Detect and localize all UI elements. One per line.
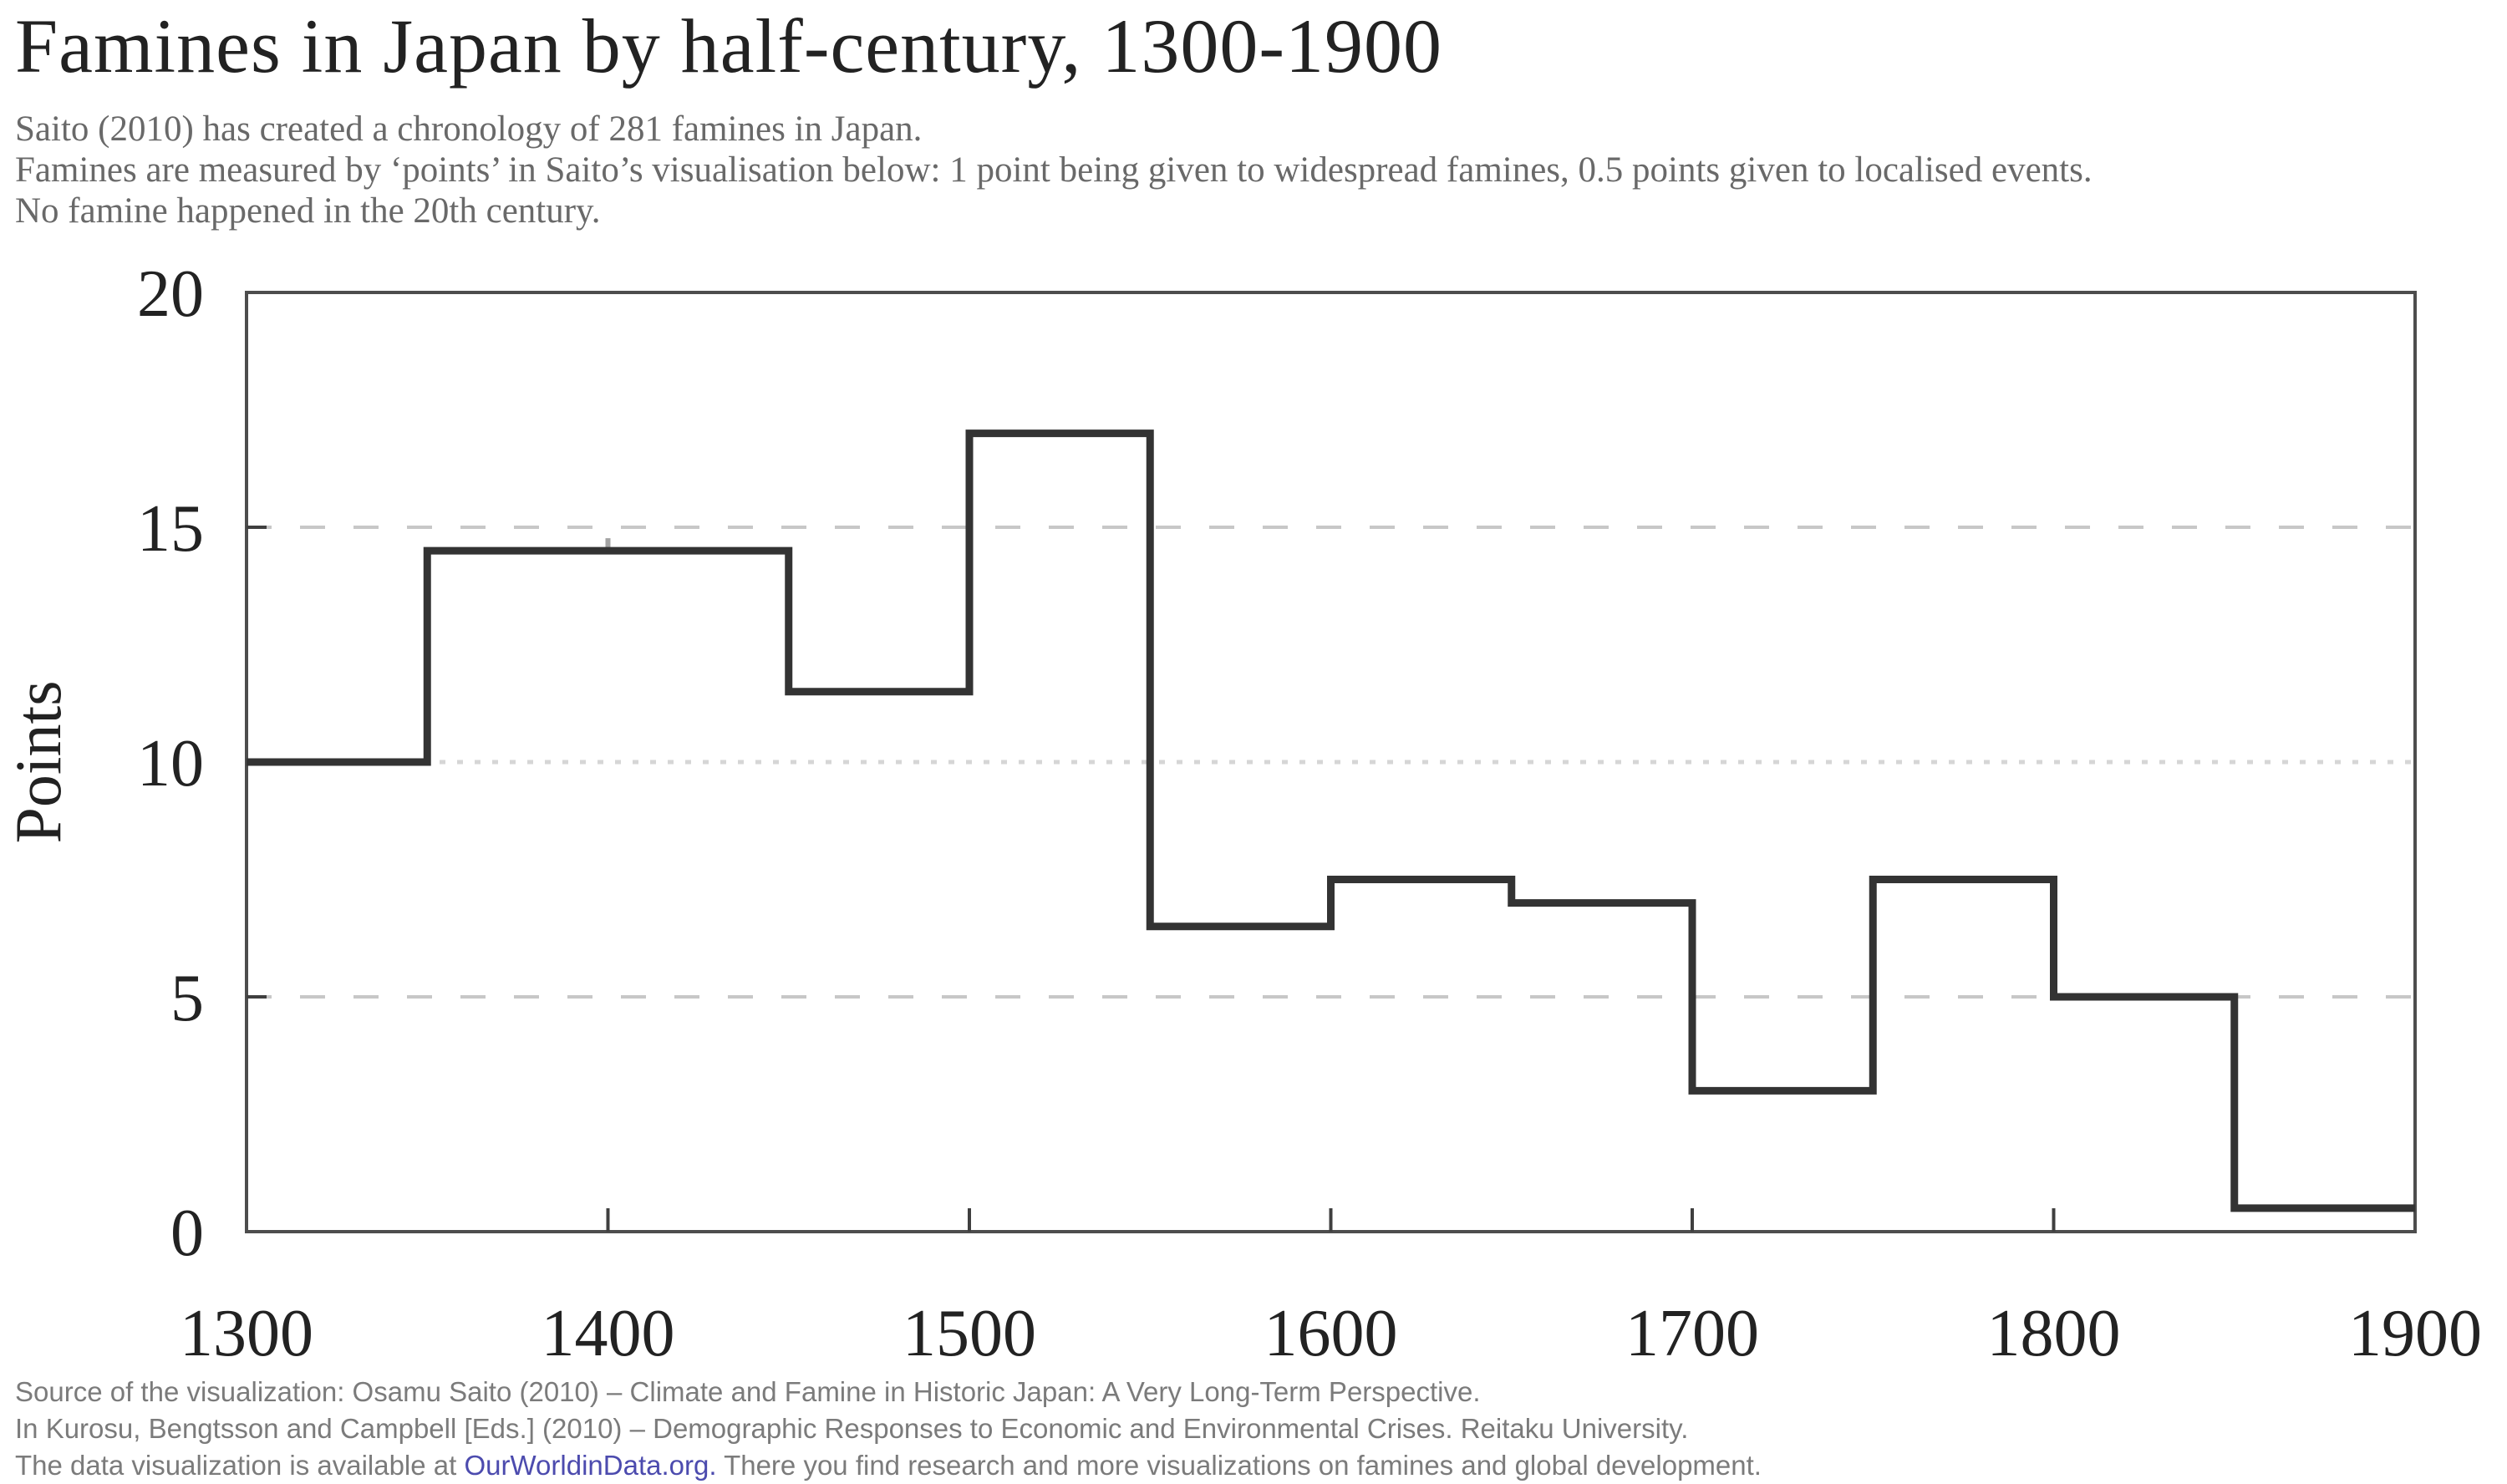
y-tick-label-0: 0 [170,1197,204,1270]
x-tick-label-1600: 1600 [1264,1297,1398,1370]
footer-line3-suffix: There you find research and more visuali… [716,1450,1762,1481]
footer-source-line-1: Source of the visualization: Osamu Saito… [15,1376,1481,1407]
y-tick-label-20: 20 [137,257,204,331]
footer: Source of the visualization: Osamu Saito… [15,1374,1762,1484]
x-tick-label-1700: 1700 [1625,1297,1759,1370]
x-tick-label-1500: 1500 [903,1297,1036,1370]
footer-line3-prefix: The data visualization is available at [15,1450,465,1481]
y-tick-label-10: 10 [137,727,204,800]
subtitle-line-3: No famine happened in the 20th century. [15,191,601,231]
x-tick-label-1300: 1300 [180,1297,313,1370]
step-line [247,429,2415,1212]
y-tick-label-15: 15 [137,492,204,566]
footer-source-line-2: In Kurosu, Bengtsson and Campbell [Eds.]… [15,1413,1689,1444]
subtitle-line-2: Famines are measured by ‘points’ in Sait… [15,150,2093,190]
bin-boundary-tick-1400 [605,538,611,551]
subtitle-line-1: Saito (2010) has created a chronology of… [15,109,923,149]
page-title: Famines in Japan by half-century, 1300-1… [15,3,1442,89]
owid-link[interactable]: OurWorldinData.org. [464,1450,717,1481]
y-tick-label-5: 5 [170,962,204,1035]
footer-availability-line: The data visualization is available at O… [15,1447,1762,1484]
x-tick-label-1900: 1900 [2348,1297,2482,1370]
x-tick-label-1400: 1400 [542,1297,675,1370]
x-tick-label-1800: 1800 [1987,1297,2121,1370]
y-axis-title: Points [2,680,74,843]
subtitle: Saito (2010) has created a chronology of… [15,109,2093,231]
